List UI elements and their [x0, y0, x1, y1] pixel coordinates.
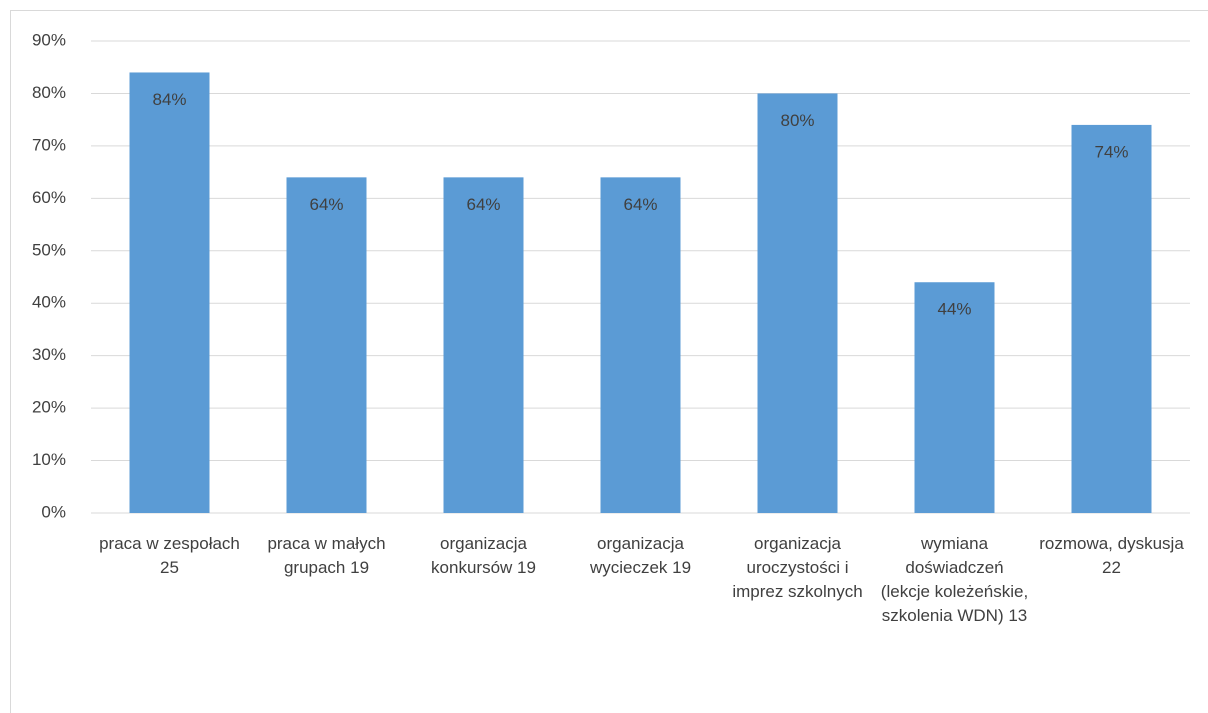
x-tick-label: wymiana doświadczeń (lekcje koleżeńskie,…: [880, 534, 1029, 625]
y-tick-label: 0%: [41, 502, 66, 521]
y-tick-label: 50%: [32, 240, 66, 259]
bar: [286, 177, 367, 513]
y-tick-label: 80%: [32, 83, 66, 102]
bar: [443, 177, 524, 513]
data-label: 80%: [780, 111, 814, 130]
bar: [1071, 124, 1152, 514]
x-tick-label: rozmowa, dyskusja 22: [1039, 534, 1184, 577]
bar: [600, 177, 681, 513]
bar: [757, 93, 838, 513]
data-label: 44%: [937, 300, 971, 319]
data-label: 74%: [1094, 142, 1128, 161]
x-tick-label: organizacja wycieczek 19: [589, 534, 692, 577]
y-tick-label: 20%: [32, 398, 66, 417]
y-tick-label: 30%: [32, 345, 66, 364]
data-label: 64%: [309, 195, 343, 214]
x-tick-label: organizacja uroczystości i imprez szkoln…: [732, 534, 863, 601]
y-tick-label: 60%: [32, 188, 66, 207]
data-label: 64%: [466, 195, 500, 214]
y-tick-label: 90%: [32, 30, 66, 49]
bar: [914, 282, 995, 513]
x-tick-label: praca w zespołach 25: [99, 534, 240, 577]
chart-border: [10, 10, 1208, 713]
x-tick-label: praca w małych grupach 19: [267, 534, 386, 577]
y-tick-label: 40%: [32, 293, 66, 312]
data-label: 64%: [623, 195, 657, 214]
x-tick-label: organizacja konkursów 19: [431, 534, 536, 577]
bar: [129, 72, 210, 513]
y-tick-label: 70%: [32, 135, 66, 154]
y-tick-label: 10%: [32, 450, 66, 469]
data-label: 84%: [152, 90, 186, 109]
